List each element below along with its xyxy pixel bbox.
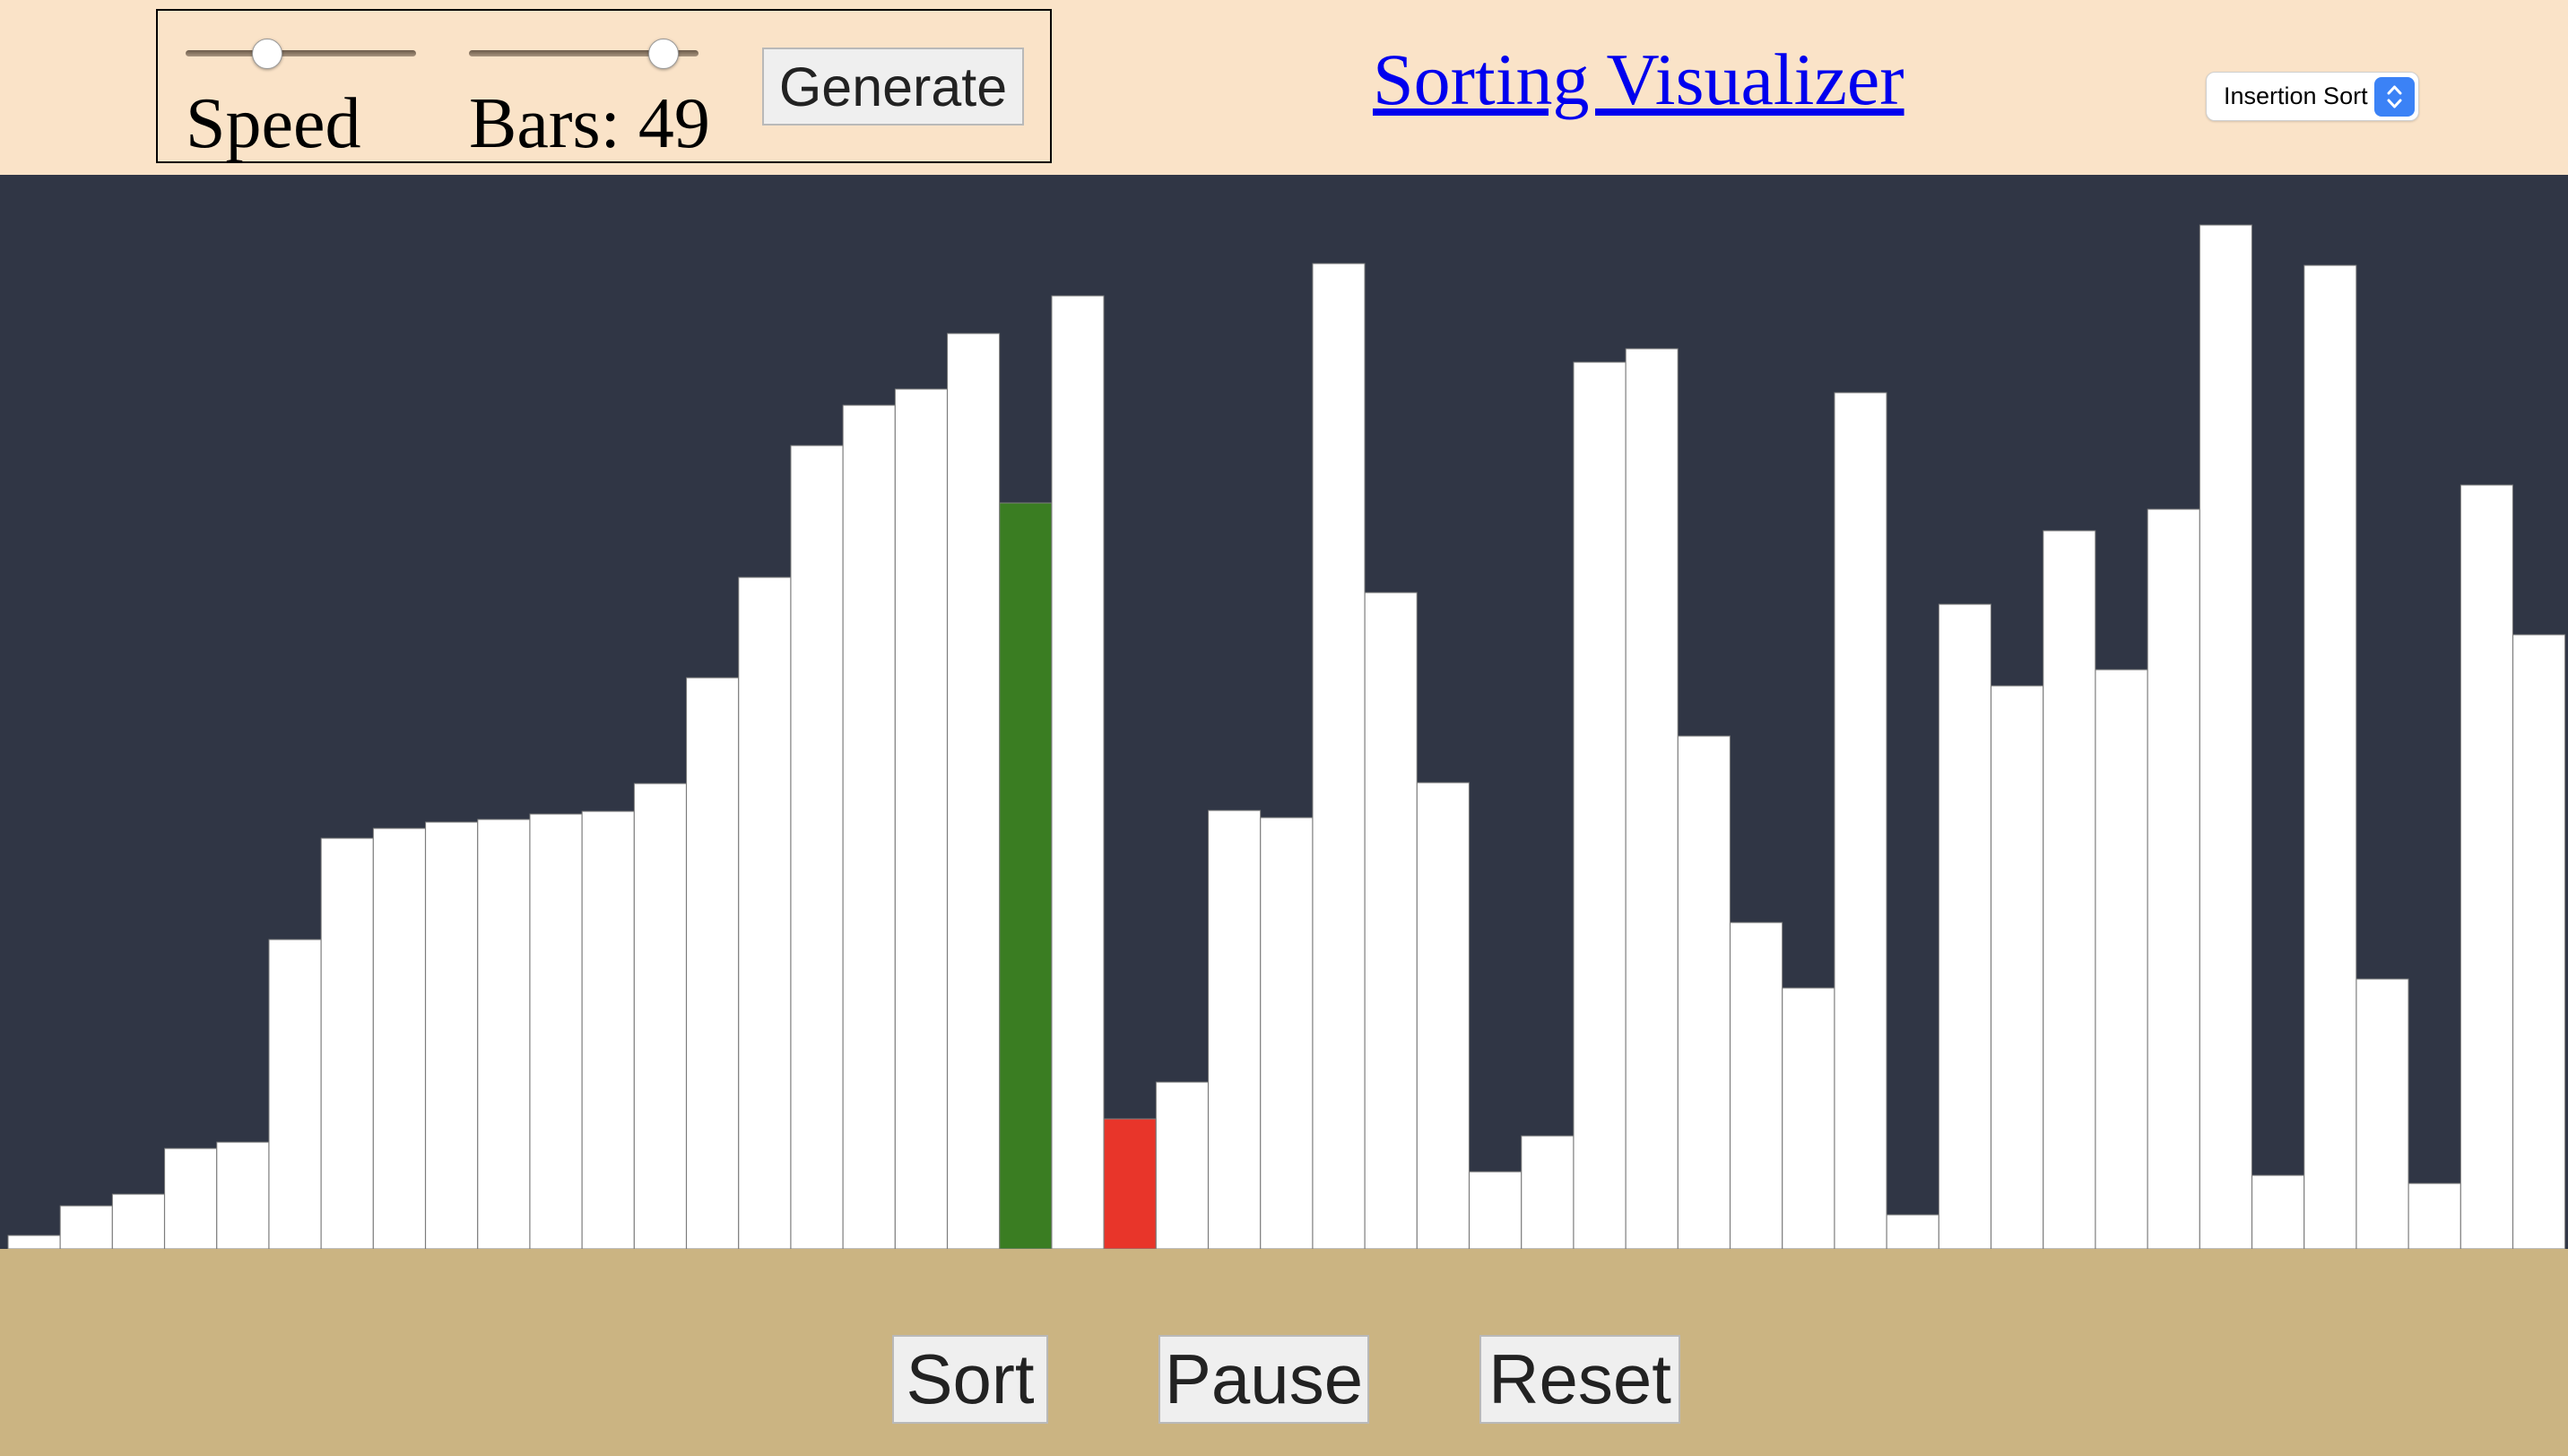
sort-bar — [2147, 508, 2200, 1249]
reset-button[interactable]: Reset — [1479, 1335, 1680, 1424]
sort-bar — [1469, 1171, 1523, 1249]
sort-bar — [59, 1205, 113, 1249]
sort-bar — [686, 677, 740, 1249]
sort-bar — [2251, 1174, 2305, 1249]
pause-button[interactable]: Pause — [1158, 1335, 1369, 1424]
generate-button[interactable]: Generate — [762, 48, 1024, 126]
bars-canvas — [0, 175, 2568, 1249]
sort-bar — [2460, 484, 2513, 1249]
header-bar: Speed Bars: 49 Generate Sorting Visualiz… — [0, 0, 2568, 175]
sort-bar — [1312, 263, 1366, 1249]
sort-bar — [842, 404, 896, 1249]
footer-bar: Sort Pause Reset — [0, 1249, 2568, 1456]
sort-bar — [1834, 392, 1887, 1249]
sort-bar — [1155, 1081, 1209, 1249]
speed-slider-thumb[interactable] — [251, 39, 282, 69]
sort-bar — [529, 813, 583, 1249]
sort-bar — [268, 939, 322, 1249]
sort-bar — [1625, 348, 1679, 1249]
bars-slider-track — [469, 50, 698, 56]
sort-bar — [738, 576, 792, 1249]
sort-bar — [2199, 224, 2252, 1249]
sort-bar — [581, 810, 635, 1249]
speed-label: Speed — [186, 84, 361, 163]
sort-bar — [7, 1235, 61, 1249]
bars-chart — [7, 224, 2566, 1249]
sort-bar — [320, 837, 374, 1249]
bars-slider-thumb[interactable] — [647, 39, 679, 69]
sort-bar — [2512, 634, 2566, 1249]
sort-bar — [1677, 735, 1731, 1249]
sort-bar — [947, 333, 1001, 1249]
sort-bar — [216, 1141, 270, 1249]
sort-bar — [894, 388, 948, 1249]
sort-bar — [164, 1148, 218, 1249]
sort-bar — [111, 1193, 165, 1249]
select-chevron-icon — [2374, 77, 2415, 117]
sort-bar — [1938, 603, 1991, 1249]
sort-bar — [2303, 264, 2357, 1249]
algorithm-select-value: Insertion Sort — [2224, 82, 2368, 109]
sort-bar — [372, 828, 426, 1249]
speed-slider[interactable] — [186, 39, 416, 69]
sort-bar — [1573, 361, 1627, 1249]
page-title-link[interactable]: Sorting Visualizer — [1373, 39, 1904, 120]
sort-bar — [2355, 978, 2409, 1249]
sort-bar — [1260, 817, 1314, 1249]
sort-bar — [1886, 1214, 1939, 1249]
sort-bar — [1103, 1118, 1157, 1249]
sort-bar — [1416, 782, 1470, 1249]
controls-panel: Speed Bars: 49 Generate — [156, 9, 1052, 163]
algorithm-select[interactable]: Insertion Sort — [2206, 72, 2419, 121]
sort-bar — [999, 502, 1053, 1249]
speed-slider-track — [186, 50, 416, 56]
sort-bar — [1521, 1135, 1575, 1249]
sort-bar — [790, 445, 844, 1249]
sort-bar — [1782, 987, 1835, 1249]
sort-bar — [1208, 810, 1262, 1249]
sort-bar — [1051, 295, 1105, 1249]
sort-bar — [1991, 685, 2044, 1249]
sort-bar — [1730, 922, 1783, 1249]
sort-bar — [2095, 669, 2148, 1249]
bars-count-slider[interactable] — [469, 39, 698, 69]
sort-bar — [477, 819, 531, 1249]
sort-bar — [2043, 530, 2096, 1249]
bars-count-label: Bars: 49 — [469, 84, 710, 163]
sort-bar — [633, 783, 687, 1249]
sort-bar — [2408, 1183, 2461, 1249]
sort-bar — [425, 821, 479, 1249]
sort-bar — [1364, 592, 1418, 1249]
sort-button[interactable]: Sort — [892, 1335, 1048, 1424]
